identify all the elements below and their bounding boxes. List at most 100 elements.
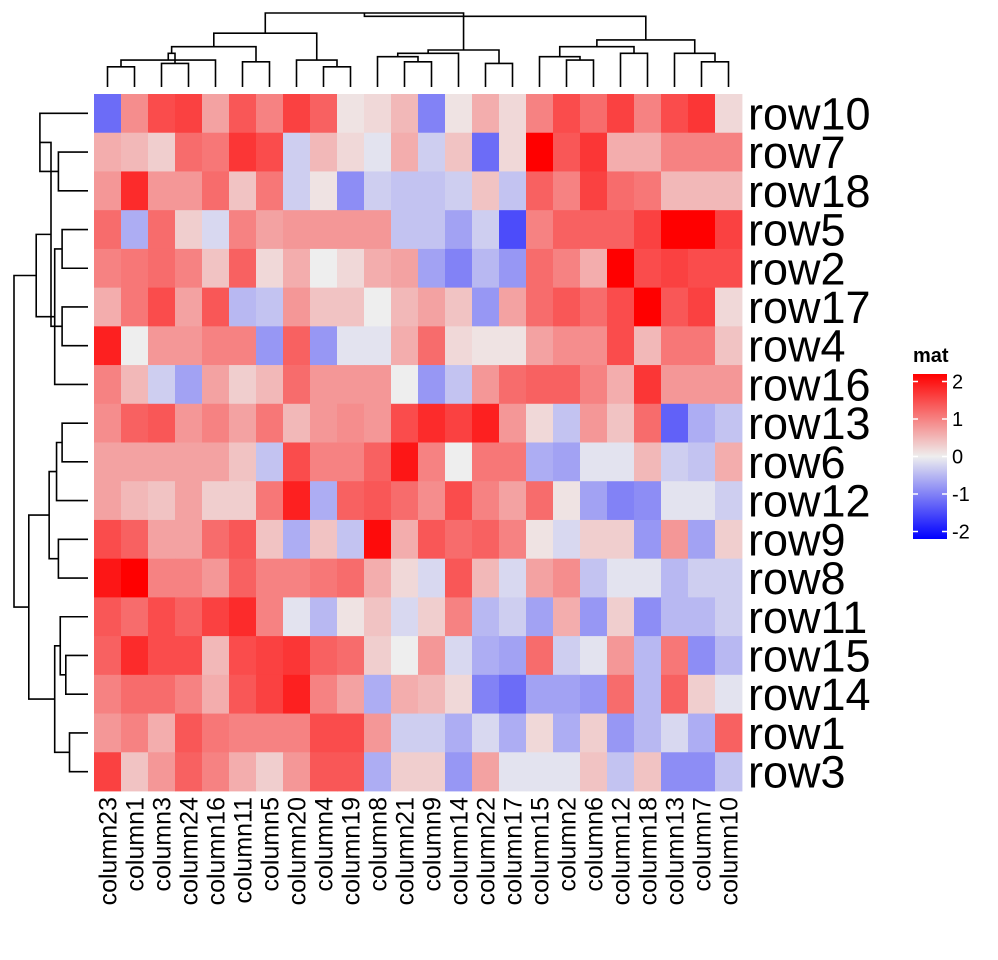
heatmap-cell — [688, 636, 716, 676]
heatmap-cell — [364, 365, 392, 405]
heatmap-cell — [175, 752, 203, 792]
dendrogram-branch — [35, 233, 55, 318]
heatmap-cell — [634, 442, 662, 482]
heatmap-cell — [256, 287, 284, 327]
heatmap-cell — [472, 713, 500, 753]
heatmap-cell — [661, 210, 689, 250]
heatmap-cell — [499, 403, 527, 443]
heatmap-cell — [526, 752, 554, 792]
heatmap-cell — [94, 674, 122, 714]
heatmap-cell — [688, 94, 716, 134]
heatmap-cell — [553, 558, 581, 598]
column-labels: column23 column1 column3 column24 column16 co… — [95, 797, 744, 905]
heatmap-cell — [229, 132, 257, 172]
heatmap-cell — [364, 713, 392, 753]
heatmap-cell — [526, 171, 554, 211]
heatmap-cell — [445, 519, 473, 560]
heatmap-cell — [229, 171, 257, 211]
heatmap-cell — [121, 713, 149, 753]
dendrogram-branch — [53, 248, 88, 386]
heatmap-cell — [310, 713, 338, 753]
heatmap-cell — [229, 442, 257, 482]
heatmap-cell — [283, 442, 311, 482]
heatmap-cell — [148, 365, 176, 405]
heatmap-cell — [229, 752, 257, 792]
heatmap-cell — [175, 674, 203, 714]
heatmap-cell — [715, 287, 743, 327]
heatmap-cell — [715, 674, 743, 714]
heatmap-cell — [580, 326, 608, 366]
heatmap-cell — [175, 210, 203, 250]
heatmap-cell — [688, 326, 716, 366]
heatmap-cell — [229, 481, 257, 521]
heatmap-cell — [391, 403, 419, 443]
heatmap-cell — [715, 519, 743, 560]
dendrogram-branch — [558, 45, 635, 57]
heatmap-cell — [310, 636, 338, 676]
heatmap-cell — [580, 171, 608, 211]
heatmap-cell — [634, 248, 662, 289]
heatmap-cell — [634, 132, 662, 172]
heatmap-cell — [526, 674, 554, 714]
heatmap-cell — [499, 287, 527, 327]
heatmap-cell — [94, 287, 122, 327]
column-label: column5 — [257, 797, 285, 892]
heatmap-cell — [391, 326, 419, 366]
column-label: column6 — [581, 797, 609, 892]
heatmap-cell — [94, 597, 122, 637]
heatmap-cell — [148, 210, 176, 250]
heatmap-cell — [364, 210, 392, 250]
heatmap-cell — [580, 287, 608, 327]
heatmap-cell — [337, 248, 365, 289]
row-labels: row10row7row18row5row2row17row4row16row1… — [748, 88, 871, 797]
heatmap-cell — [580, 481, 608, 521]
heatmap-cell — [445, 636, 473, 676]
heatmap-cell — [391, 442, 419, 482]
heatmap-cell — [499, 481, 527, 521]
heatmap-cell — [94, 171, 122, 211]
heatmap-cell — [229, 558, 257, 598]
heatmap-cell — [175, 713, 203, 753]
heatmap-cell — [715, 597, 743, 637]
legend-tick-label: -2 — [952, 522, 970, 544]
heatmap-cell — [337, 558, 365, 598]
heatmap-cell — [634, 94, 662, 134]
heatmap-cell — [121, 210, 149, 250]
heatmap-cell — [202, 403, 230, 443]
heatmap-cell — [634, 171, 662, 211]
heatmap-cell — [202, 481, 230, 521]
legend-title: mat — [913, 345, 949, 367]
heatmap-cell — [445, 94, 473, 134]
column-label: column8 — [365, 797, 393, 892]
heatmap-cell — [688, 442, 716, 482]
heatmap-cell — [337, 674, 365, 714]
heatmap-cell — [148, 558, 176, 598]
heatmap-cell — [607, 326, 635, 366]
heatmap-cell — [607, 597, 635, 637]
heatmap-cell — [256, 403, 284, 443]
dendrogram-branch — [53, 644, 70, 754]
heatmap-cell — [418, 210, 446, 250]
heatmap-cell — [526, 636, 554, 676]
heatmap-cell — [580, 365, 608, 405]
heatmap-cell — [121, 132, 149, 172]
heatmap-cell — [256, 171, 284, 211]
heatmap-cell — [202, 248, 230, 289]
heatmap-cell — [634, 674, 662, 714]
heatmap-cell — [364, 132, 392, 172]
heatmap-cell — [202, 636, 230, 676]
heatmap-cell — [391, 481, 419, 521]
heatmap-cell — [580, 403, 608, 443]
row-label: row13 — [748, 398, 871, 449]
heatmap-cell — [337, 210, 365, 250]
heatmap-cell — [418, 481, 446, 521]
heatmap-cell — [364, 519, 392, 560]
dendrogram-branch — [538, 55, 581, 87]
heatmap-cell — [202, 326, 230, 366]
heatmap-cell — [634, 403, 662, 443]
heatmap-cell — [499, 248, 527, 289]
heatmap-cell — [148, 248, 176, 289]
heatmap-cell — [580, 519, 608, 560]
heatmap-cell — [202, 171, 230, 211]
heatmap-cell — [661, 442, 689, 482]
